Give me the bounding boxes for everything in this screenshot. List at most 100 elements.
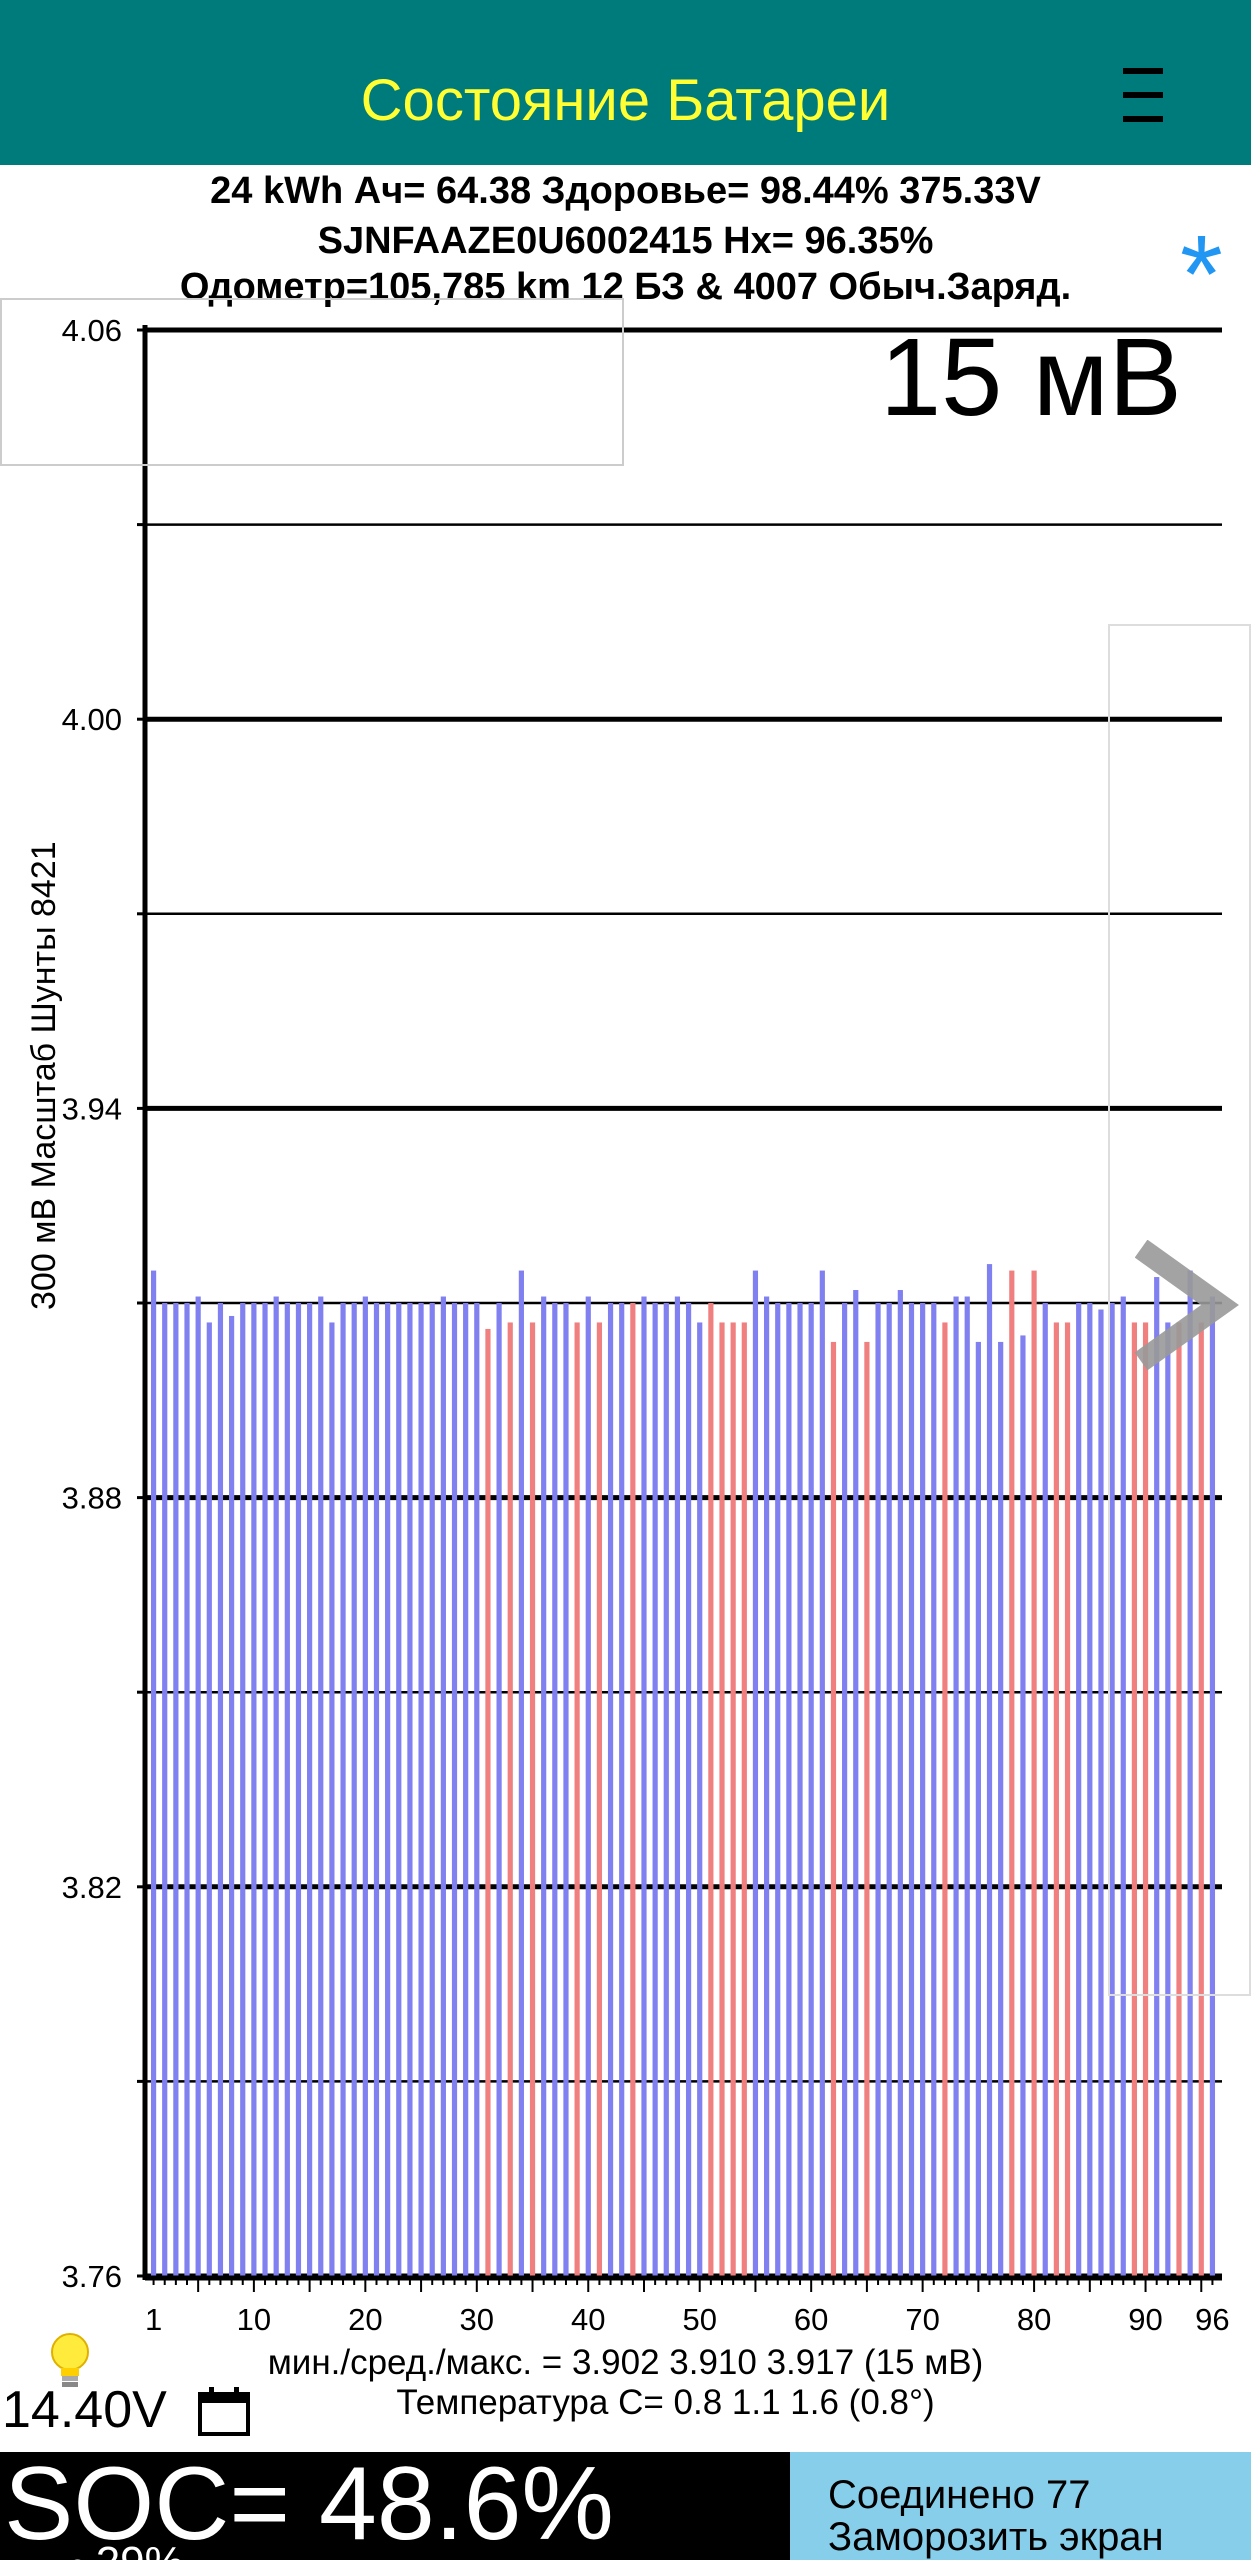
cell-bar xyxy=(964,1296,970,2276)
x-tick-label: 90 xyxy=(1128,2302,1162,2337)
cell-bar xyxy=(1142,1322,1149,2276)
app-header: Состояние Батареи xyxy=(0,0,1251,165)
soc-panel: SOC= 48.6% ~29% xyxy=(0,2452,790,2560)
cell-bar xyxy=(986,1264,993,2276)
cell-bar xyxy=(552,1303,558,2276)
cell-bar xyxy=(708,1303,714,2276)
cell-bar xyxy=(529,1322,536,2276)
cell-bar xyxy=(184,1303,190,2276)
cell-bar xyxy=(574,1322,580,2276)
cell-bar xyxy=(763,1296,770,2276)
cell-bar xyxy=(607,1303,614,2276)
cell-bar xyxy=(273,1296,279,2276)
cell-bar xyxy=(1076,1303,1082,2276)
cell-bar xyxy=(1176,1322,1182,2276)
x-tick-label: 10 xyxy=(237,2302,271,2337)
cell-bar xyxy=(1131,1322,1138,2276)
overlay-frame xyxy=(0,298,624,466)
y-tick-label: 4.00 xyxy=(62,702,122,737)
y-tick-label: 3.94 xyxy=(62,1091,122,1126)
hamburger-icon[interactable] xyxy=(1115,60,1175,130)
cell-bar xyxy=(741,1322,747,2276)
cell-bar xyxy=(373,1303,380,2276)
x-tick-label: 96 xyxy=(1195,2302,1229,2337)
cell-bar xyxy=(630,1303,636,2276)
min-avg-max-stats: мин./сред./макс. = 3.902 3.910 3.917 (15… xyxy=(267,2343,984,2382)
cell-bar xyxy=(1064,1322,1071,2276)
y-tick-labels: 4.06 4.00 3.94 3.88 3.82 3.76 xyxy=(62,313,122,2294)
cell-bar xyxy=(451,1303,458,2276)
x-tick-labels: 1 10 20 30 40 50 60 70 80 90 96 xyxy=(145,2278,1230,2337)
cell-bar xyxy=(719,1322,725,2276)
cell-bar xyxy=(351,1303,357,2276)
cell-bar xyxy=(162,1303,168,2276)
cell-bar xyxy=(518,1270,524,2276)
cell-bar xyxy=(262,1303,268,2276)
vin-line: SJNFAAZE0U6002415 Hx= 96.35% xyxy=(317,220,934,262)
cell-bar xyxy=(362,1296,368,2276)
cell-bar xyxy=(897,1290,903,2276)
lightbulb-icon[interactable] xyxy=(45,2330,95,2394)
cell-bar xyxy=(1187,1270,1193,2276)
cell-bar xyxy=(1120,1296,1126,2276)
scale-label[interactable]: 15 мВ xyxy=(880,316,1182,439)
cell-bar xyxy=(440,1296,446,2276)
cell-bar xyxy=(507,1322,513,2276)
cell-bar xyxy=(908,1303,915,2276)
odometer-line: Одометр=105,785 km 12 БЗ & 4007 Обыч.Зар… xyxy=(179,266,1072,308)
connection-status: Соединено 77 xyxy=(828,2473,1091,2517)
freeze-screen-button[interactable]: Заморозить экран xyxy=(828,2515,1164,2559)
cell-bar xyxy=(485,1328,491,2276)
cell-voltage-chart: 4.06 4.00 3.94 3.88 3.82 3.76 1 10 20 30 40 50 60 70… xyxy=(62,313,1230,2337)
cell-bar xyxy=(619,1303,625,2276)
cell-bar xyxy=(563,1303,569,2276)
cell-bar xyxy=(295,1303,302,2276)
cell-bar xyxy=(585,1296,591,2276)
cell-bar xyxy=(797,1303,803,2276)
cell-bar xyxy=(819,1270,825,2276)
cell-bar xyxy=(474,1303,480,2276)
cell-bar xyxy=(842,1303,848,2276)
cell-bar xyxy=(318,1296,324,2276)
cell-bar xyxy=(1098,1309,1104,2276)
x-tick-label: 20 xyxy=(348,2302,382,2337)
cell-bar xyxy=(240,1303,246,2276)
cell-bar xyxy=(697,1322,703,2276)
cell-bar xyxy=(329,1322,335,2276)
cell-bar xyxy=(228,1315,235,2276)
cell-bar xyxy=(284,1303,290,2276)
cell-bar xyxy=(463,1303,469,2276)
chevron-right-icon[interactable] xyxy=(1135,1240,1245,1370)
cell-bar xyxy=(864,1341,870,2276)
connection-panel[interactable]: Соединено 77 Заморозить экран xyxy=(790,2452,1251,2560)
cell-bar xyxy=(217,1303,224,2276)
cell-bar xyxy=(1109,1303,1115,2276)
cell-bar xyxy=(206,1322,212,2276)
cell-bar xyxy=(1009,1270,1015,2276)
cell-bar xyxy=(251,1303,257,2276)
chart-bars xyxy=(150,1264,1216,2276)
cell-bar xyxy=(730,1322,736,2276)
cell-bar xyxy=(1031,1270,1037,2276)
cell-bar xyxy=(853,1290,859,2276)
y-tick-label: 3.88 xyxy=(62,1481,122,1516)
x-tick-label: 80 xyxy=(1017,2302,1051,2337)
cell-bar xyxy=(407,1303,413,2276)
cell-bar xyxy=(942,1322,948,2276)
cell-bar xyxy=(195,1296,201,2276)
x-tick-label: 30 xyxy=(460,2302,494,2337)
cell-bar xyxy=(975,1341,981,2276)
x-tick-label: 50 xyxy=(682,2302,716,2337)
cell-bar xyxy=(1087,1303,1093,2276)
cell-bar xyxy=(652,1303,658,2276)
cell-bar xyxy=(931,1303,937,2276)
cell-bar xyxy=(663,1303,669,2276)
cell-bar xyxy=(429,1303,435,2276)
cell-bar xyxy=(875,1303,881,2276)
cell-bar xyxy=(775,1303,781,2276)
y-tick-label: 3.76 xyxy=(62,2259,122,2294)
temperature-stats: Температура С= 0.8 1.1 1.6 (0.8°) xyxy=(396,2383,935,2422)
calendar-icon[interactable] xyxy=(197,2386,251,2436)
cell-bar xyxy=(496,1303,502,2276)
cell-bar xyxy=(1042,1303,1048,2276)
